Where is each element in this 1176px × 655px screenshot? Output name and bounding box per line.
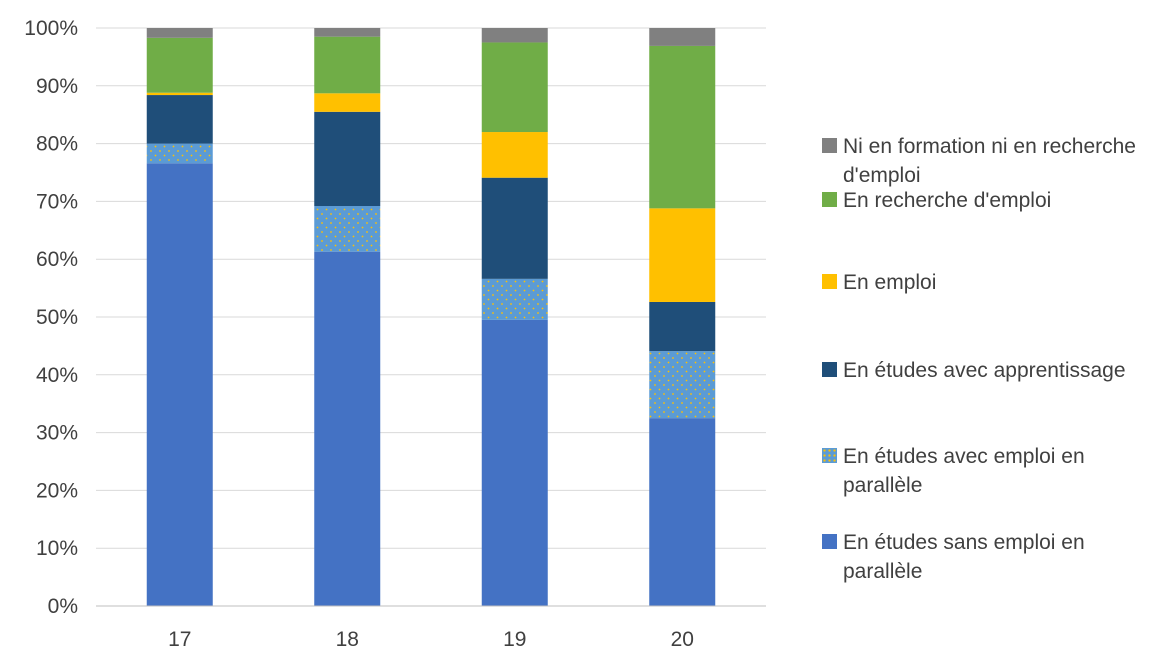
bar-segment [146,28,213,38]
bar-segment [146,143,213,164]
legend-item: En emploi [822,268,1163,297]
y-tick-label: 40% [36,364,78,387]
legend: Ni en formation ni en recherche d'emploi… [822,0,1172,655]
bar-segment [146,92,213,96]
y-tick-label: 20% [36,479,78,502]
y-tick-label: 80% [36,133,78,156]
legend-label: En études avec emploi en parallèle [843,445,1085,497]
axes: 0% 10% 20% 30% 40% 50% 60% 70% 80% 90% 100% 17 18 19 2… [24,17,766,651]
legend-swatch [822,274,837,289]
y-tick-label: 10% [36,537,78,560]
bar-segment [314,111,381,207]
x-tick-label: 18 [336,628,359,651]
bar-segment [146,95,213,144]
legend-swatch [822,534,837,549]
y-tick-label: 100% [24,17,78,40]
bar-segment [481,42,548,133]
bar-segment [649,28,716,46]
bar-segment [481,28,548,43]
bar-segment [146,163,213,606]
bar-segment [649,351,716,419]
bar-segment [649,301,716,352]
bar-segment [314,93,381,112]
legend-item: En recherche d'emploi [822,186,1163,215]
bar-segment [314,36,381,94]
legend-label: En études avec apprentissage [843,359,1126,382]
bar-segment [481,319,548,606]
bar-segment [481,177,548,279]
y-tick-label: 90% [36,75,78,98]
x-tick-label: 17 [168,628,191,651]
bar-segment [481,278,548,320]
legend-label: Ni en formation ni en recherche d'emploi [843,135,1136,187]
bar-segment [146,37,213,93]
legend-swatch [822,138,837,153]
bar-segment [314,28,381,37]
bar-segment [649,208,716,302]
y-tick-label: 30% [36,422,78,445]
bar-segment [314,206,381,252]
bar-segment [649,45,716,209]
x-tick-label: 20 [671,628,694,651]
bar-segment [481,132,548,178]
x-tick-label: 19 [503,628,526,651]
legend-label: En recherche d'emploi [843,189,1052,212]
legend-item: En études avec apprentissage [822,356,1163,385]
bar-segment [649,418,716,606]
y-tick-label: 0% [48,595,78,618]
legend-label: En études sans emploi en parallèle [843,531,1085,583]
legend-swatch [822,448,837,463]
legend-label: En emploi [843,271,937,294]
bars [146,28,716,606]
legend-item: En études sans emploi en parallèle [822,528,1163,586]
y-tick-label: 70% [36,190,78,213]
y-tick-label: 60% [36,248,78,271]
legend-swatch [822,192,837,207]
bar-segment [314,251,381,606]
legend-item: En études avec emploi en parallèle [822,442,1163,500]
y-tick-label: 50% [36,306,78,329]
legend-swatch [822,362,837,377]
legend-item: Ni en formation ni en recherche d'emploi [822,132,1163,190]
